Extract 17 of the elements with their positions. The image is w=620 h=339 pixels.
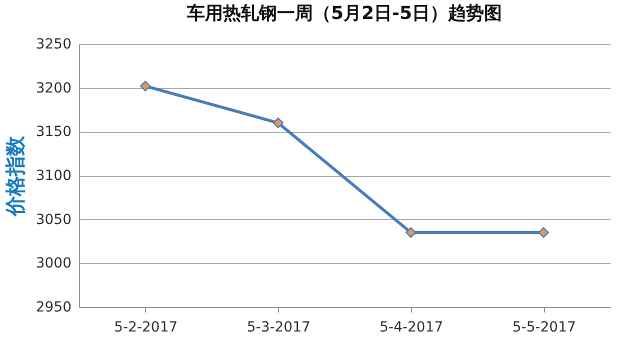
point: [272, 118, 284, 128]
point: [140, 80, 151, 92]
y-tick-label: 3200: [36, 80, 72, 96]
point: [406, 227, 416, 238]
y-tick-label: 3050: [36, 212, 72, 228]
y-axis-title: 价格指数: [2, 135, 27, 217]
y-tick-label: 2950: [36, 300, 72, 316]
y-tick-label: 3000: [36, 256, 72, 272]
point: [538, 227, 549, 238]
x-tick-label: 5-5-2017: [512, 320, 576, 336]
chart-title: 车用热轧钢一周（5月2日-5日）趋势图: [186, 3, 502, 24]
y-tick-label: 3100: [36, 168, 72, 184]
x-tick-label: 5-2-2017: [114, 320, 178, 336]
x-tick-label: 5-4-2017: [380, 320, 444, 336]
x-tick-label: 5-3-2017: [246, 320, 310, 336]
y-tick-label: 3250: [36, 36, 72, 52]
y-tick-label: 3150: [36, 124, 72, 140]
